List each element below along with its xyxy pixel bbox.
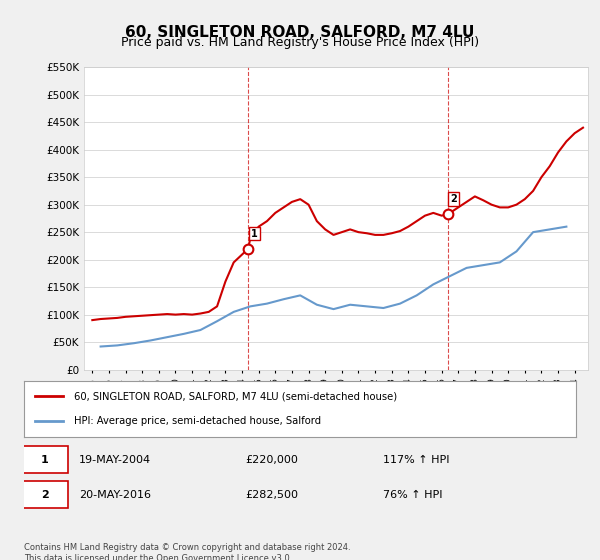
Text: Price paid vs. HM Land Registry's House Price Index (HPI): Price paid vs. HM Land Registry's House … [121, 36, 479, 49]
Text: 20-MAY-2016: 20-MAY-2016 [79, 490, 151, 500]
Text: £220,000: £220,000 [245, 455, 298, 465]
Text: 19-MAY-2004: 19-MAY-2004 [79, 455, 151, 465]
Text: 60, SINGLETON ROAD, SALFORD, M7 4LU (semi-detached house): 60, SINGLETON ROAD, SALFORD, M7 4LU (sem… [74, 391, 397, 402]
Text: 1: 1 [41, 455, 49, 465]
Text: HPI: Average price, semi-detached house, Salford: HPI: Average price, semi-detached house,… [74, 416, 321, 426]
Text: 1: 1 [251, 228, 257, 239]
Text: 76% ↑ HPI: 76% ↑ HPI [383, 490, 442, 500]
Text: 60, SINGLETON ROAD, SALFORD, M7 4LU: 60, SINGLETON ROAD, SALFORD, M7 4LU [125, 25, 475, 40]
Text: 2: 2 [451, 194, 457, 204]
Text: 117% ↑ HPI: 117% ↑ HPI [383, 455, 449, 465]
FancyBboxPatch shape [21, 446, 68, 473]
Text: £282,500: £282,500 [245, 490, 298, 500]
Text: 2: 2 [41, 490, 49, 500]
Text: Contains HM Land Registry data © Crown copyright and database right 2024.
This d: Contains HM Land Registry data © Crown c… [24, 543, 350, 560]
FancyBboxPatch shape [21, 482, 68, 508]
